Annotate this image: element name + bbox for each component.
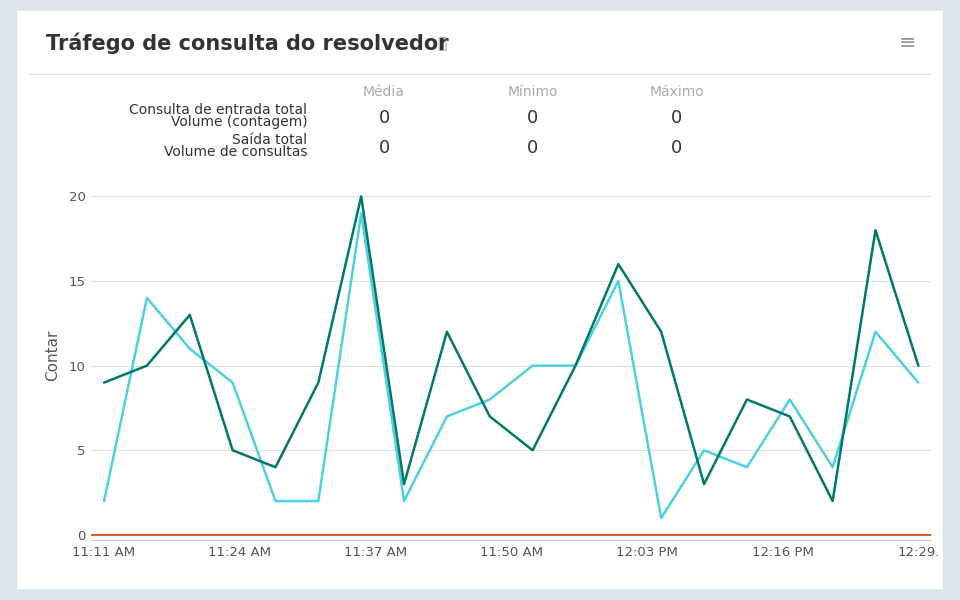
Text: 0: 0 bbox=[671, 109, 683, 127]
Text: Máximo: Máximo bbox=[649, 85, 705, 99]
Text: Mínimo: Mínimo bbox=[508, 85, 558, 99]
Text: 0: 0 bbox=[378, 109, 390, 127]
Text: Tráfego de consulta do resolvedor: Tráfego de consulta do resolvedor bbox=[46, 33, 448, 55]
Text: Consulta de entrada total: Consulta de entrada total bbox=[130, 103, 307, 117]
Text: 0: 0 bbox=[378, 139, 390, 157]
Text: 0: 0 bbox=[527, 139, 539, 157]
Text: Saída total: Saída total bbox=[232, 133, 307, 147]
Text: Volume de consultas: Volume de consultas bbox=[164, 145, 307, 159]
Y-axis label: Contar: Contar bbox=[45, 330, 60, 381]
Text: ⧉: ⧉ bbox=[437, 36, 446, 51]
Text: Média: Média bbox=[363, 85, 405, 99]
Text: ≡: ≡ bbox=[900, 33, 917, 53]
Text: Volume (contagem): Volume (contagem) bbox=[171, 115, 307, 129]
Text: 0: 0 bbox=[527, 109, 539, 127]
Text: 0: 0 bbox=[671, 139, 683, 157]
